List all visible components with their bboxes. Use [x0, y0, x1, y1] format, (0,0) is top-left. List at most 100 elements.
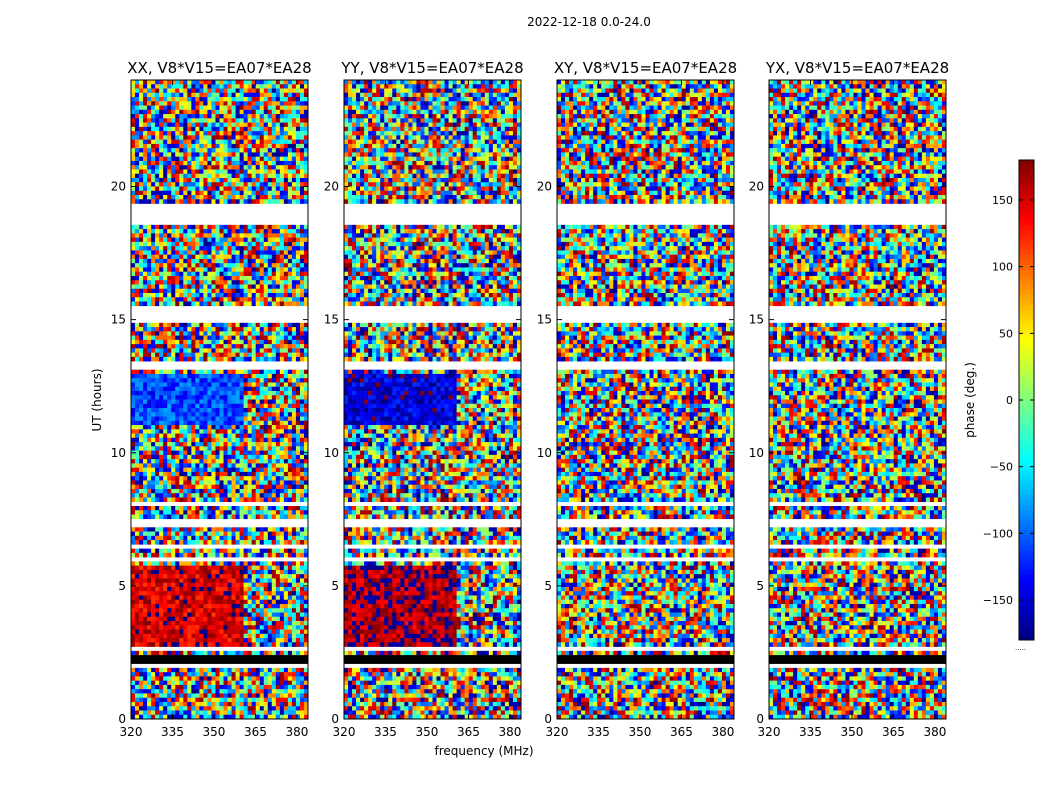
heatmap-cell [187, 169, 191, 174]
heatmap-cell [175, 131, 179, 136]
heatmap-cell [139, 225, 143, 230]
heatmap-cell [171, 246, 175, 251]
heatmap-cell [143, 106, 147, 111]
heatmap-cell [167, 89, 171, 94]
heatmap-cell [151, 161, 155, 166]
heatmap-cell [256, 131, 260, 136]
heatmap-cell [232, 174, 236, 179]
heatmap-cell [183, 97, 187, 102]
heatmap-cell [276, 233, 280, 238]
heatmap-cell [163, 225, 167, 230]
heatmap-cell [199, 148, 203, 153]
heatmap-cell [292, 89, 296, 94]
heatmap-cell [292, 123, 296, 128]
heatmap-cell [224, 148, 228, 153]
heatmap-cell [236, 148, 240, 153]
heatmap-cell [147, 225, 151, 230]
heatmap-cell [159, 144, 163, 149]
heatmap-cell [171, 80, 175, 85]
heatmap-cell [163, 144, 167, 149]
heatmap-cell [203, 165, 207, 170]
heatmap-cell [183, 127, 187, 132]
heatmap-cell [135, 169, 139, 174]
heatmap-cell [296, 148, 300, 153]
heatmap-cell [159, 233, 163, 238]
heatmap-cell [240, 182, 244, 187]
heatmap-cell [155, 195, 159, 200]
heatmap-cell [131, 89, 135, 94]
heatmap-cell [244, 110, 248, 115]
heatmap-cell [207, 152, 211, 157]
heatmap-cell [240, 144, 244, 149]
heatmap-cell [248, 157, 252, 162]
heatmap-cell [276, 238, 280, 243]
heatmap-cell [143, 169, 147, 174]
heatmap-cell [260, 229, 264, 234]
heatmap-cell [163, 169, 167, 174]
heatmap-cell [199, 84, 203, 89]
heatmap-cell [236, 118, 240, 123]
heatmap-cell [220, 106, 224, 111]
heatmap-cell [272, 148, 276, 153]
heatmap-cell [163, 114, 167, 119]
heatmap-cell [167, 93, 171, 98]
heatmap-cell [256, 199, 260, 204]
heatmap-cell [135, 174, 139, 179]
heatmap-cell [139, 157, 143, 162]
heatmap-cell [244, 199, 248, 204]
heatmap-cell [159, 97, 163, 102]
heatmap-cell [195, 178, 199, 183]
heatmap-cell [191, 106, 195, 111]
heatmap-cell [175, 187, 179, 192]
heatmap-cell [155, 135, 159, 140]
heatmap-cell [159, 152, 163, 157]
heatmap-cell [135, 263, 139, 268]
heatmap-cell [171, 174, 175, 179]
heatmap-cell [211, 144, 215, 149]
heatmap-cell [171, 152, 175, 157]
heatmap-cell [252, 114, 256, 119]
heatmap-cell [284, 148, 288, 153]
heatmap-cell [167, 106, 171, 111]
heatmap-cell [211, 110, 215, 115]
heatmap-cell [228, 161, 232, 166]
heatmap-cell [183, 174, 187, 179]
heatmap-cell [151, 238, 155, 243]
heatmap-cell [280, 152, 284, 157]
heatmap-cell [260, 174, 264, 179]
heatmap-cell [224, 229, 228, 234]
heatmap-cell [236, 242, 240, 247]
heatmap-cell [256, 255, 260, 260]
heatmap-cell [195, 246, 199, 251]
heatmap-cell [248, 187, 252, 192]
heatmap-cell [252, 127, 256, 132]
heatmap-cell [280, 101, 284, 106]
heatmap-cell [159, 123, 163, 128]
heatmap-cell [280, 84, 284, 89]
heatmap-cell [236, 89, 240, 94]
heatmap-cell [147, 169, 151, 174]
heatmap-cell [147, 135, 151, 140]
heatmap-cell [211, 114, 215, 119]
heatmap-cell [143, 174, 147, 179]
heatmap-cell [151, 225, 155, 230]
heatmap-cell [135, 187, 139, 192]
heatmap-cell [244, 195, 248, 200]
heatmap-cell [300, 144, 304, 149]
heatmap-cell [151, 178, 155, 183]
heatmap-cell [203, 229, 207, 234]
heatmap-cell [220, 174, 224, 179]
heatmap-cell [256, 114, 260, 119]
heatmap-cell [296, 191, 300, 196]
heatmap-cell [280, 165, 284, 170]
heatmap-cell [207, 191, 211, 196]
heatmap-cell [155, 225, 159, 230]
heatmap-cell [284, 144, 288, 149]
heatmap-cell [215, 178, 219, 183]
heatmap-cell [268, 97, 272, 102]
heatmap-cell [195, 144, 199, 149]
heatmap-cell [228, 165, 232, 170]
heatmap-cell [260, 187, 264, 192]
heatmap-cell [292, 165, 296, 170]
heatmap-cell [276, 246, 280, 251]
